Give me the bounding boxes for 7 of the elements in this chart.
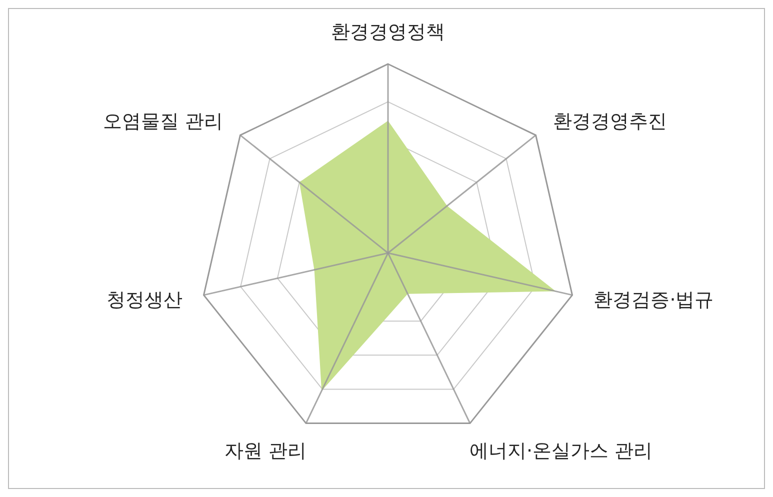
spoke-label: 환경경영추진	[552, 110, 667, 132]
spoke-label: 청정생산	[106, 288, 182, 311]
spoke-label: 에너지·온실가스 관리	[470, 440, 653, 462]
spoke-label: 자원 관리	[224, 440, 306, 462]
spoke-label: 환경검증·법규	[594, 288, 714, 311]
spoke-label: 오염물질 관리	[102, 110, 224, 132]
spoke-label: 환경경영정책	[331, 21, 445, 43]
